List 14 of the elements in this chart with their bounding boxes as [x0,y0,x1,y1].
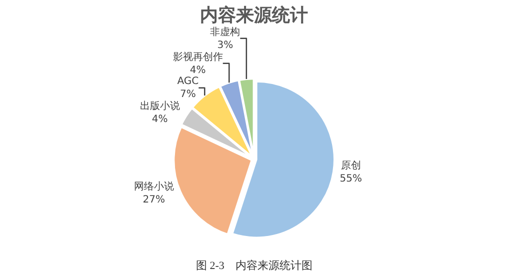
data-label: 27% [142,194,165,206]
slice-label: 网络小说 [134,180,174,193]
chart-title: 内容来源统计 [200,4,308,26]
slice-label: 出版小说 [140,100,180,112]
data-label: 3% [217,40,234,51]
slice-label: 影视再创作 [172,50,223,63]
data-label: 7% [180,88,196,100]
data-label: 55% [340,174,362,185]
data-label: 4% [152,114,168,125]
slice-label: AGC [177,76,199,87]
slice-label: 非虚构 [210,26,240,38]
caption: 图 2-3 内容来源统计图 [196,259,312,272]
slice-label: 原创 [340,160,361,172]
data-label: 4% [190,64,206,76]
